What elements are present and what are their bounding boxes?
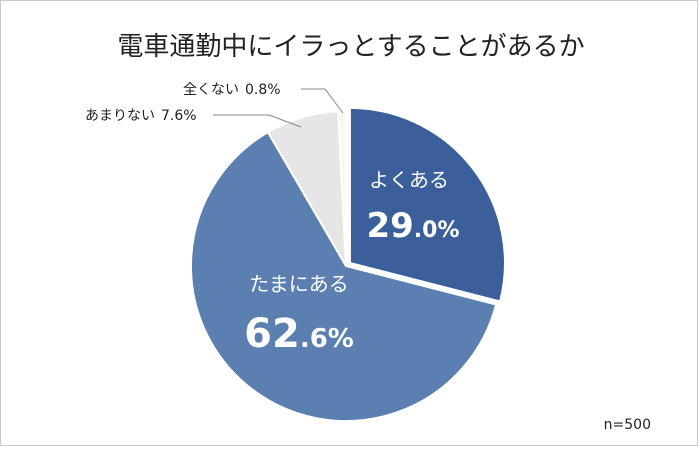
slice-label-amari-nai: あまりない 7.6%	[85, 108, 197, 124]
slice-yoku-aru	[348, 106, 506, 303]
leader-line-mattaku-nai	[301, 88, 344, 114]
leader-line-amari-nai	[213, 114, 302, 128]
slice-value-int: 62	[244, 311, 300, 357]
slice-label-mattaku-nai: 全くない 0.8%	[183, 81, 281, 98]
slice-label-tamani-aru: たまにある	[249, 272, 348, 296]
slice-value-dec: .6%	[300, 324, 354, 354]
slice-value-dec: .0%	[414, 218, 460, 243]
chart-title: 電車通勤中にイラっとすることがあるか	[117, 32, 584, 62]
pie-slices	[190, 106, 506, 422]
sample-size-note: n=500	[604, 417, 651, 433]
slice-value-tamani-aru: 62.6%	[244, 311, 354, 357]
slice-tamani-aru	[190, 130, 498, 422]
slice-value-int: 29	[366, 206, 413, 246]
slice-label-yoku-aru: よくある	[369, 168, 449, 192]
slice-value-yoku-aru: 29.0%	[366, 206, 459, 246]
